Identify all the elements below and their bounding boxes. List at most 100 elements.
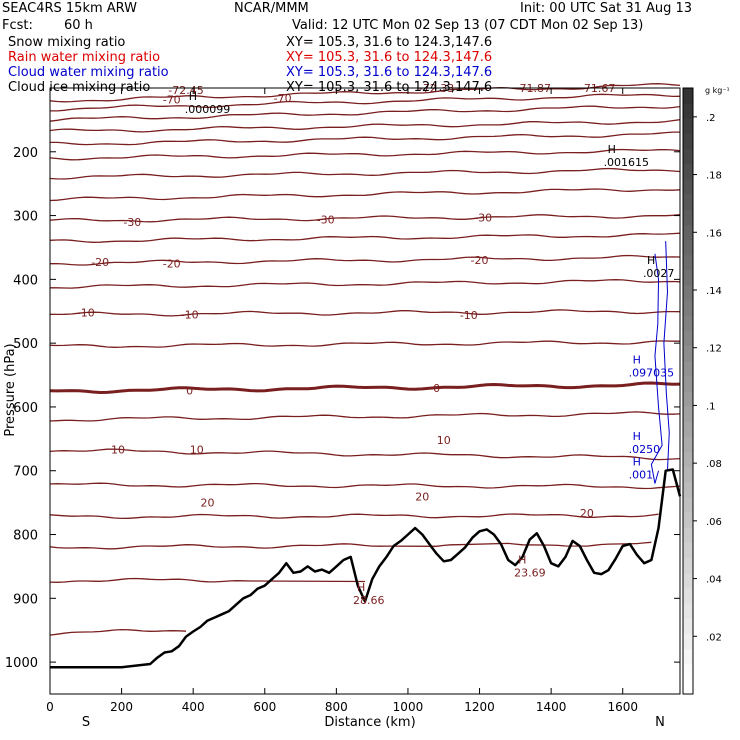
colorbar-cell — [683, 133, 693, 150]
colorbar-cell — [683, 315, 693, 331]
colorbar-cell — [683, 633, 693, 650]
contour-label: -30 — [123, 216, 141, 229]
field-xy-snow: XY= 105.3, 31.6 to 124.3,147.6 — [286, 35, 493, 50]
organization: NCAR/MMM — [234, 1, 309, 16]
x-axis-label: Distance (km) — [324, 715, 415, 730]
isotherm-line — [50, 93, 681, 112]
colorbar-tick-label: .1 — [706, 401, 716, 412]
model-name: SEAC4RS 15km ARW — [2, 1, 138, 16]
high-marker-value: .001615 — [604, 156, 650, 169]
colorbar-cell — [683, 360, 693, 377]
high-marker-value: .001 — [629, 468, 654, 481]
contour-label: -10 — [181, 308, 199, 321]
high-marker-h: H — [357, 581, 365, 594]
x-tick-label: 1400 — [536, 700, 567, 714]
colorbar-cell — [683, 587, 693, 604]
isotherm-contours — [49, 83, 681, 636]
y-tick-label: 300 — [13, 210, 38, 225]
colorbar-cell — [683, 330, 693, 347]
cloud-water-line — [650, 253, 663, 484]
colorbar-cell — [683, 194, 693, 210]
contour-label: 0 — [433, 382, 440, 395]
colorbar-cell — [683, 254, 693, 271]
contour-label: 0 — [186, 384, 193, 397]
high-marker-value: 23.69 — [514, 567, 546, 580]
colorbar-cell — [683, 572, 693, 589]
forecast-label: Fcst: — [2, 18, 33, 33]
colorbar-cell — [683, 118, 693, 134]
colorbar-cell — [683, 406, 693, 422]
contour-label: -72.45 — [168, 84, 203, 97]
colorbar-cell — [683, 663, 693, 680]
x-tick-label: 0 — [46, 700, 54, 714]
high-marker-h: H — [647, 254, 655, 267]
contour-label: -20 — [163, 257, 181, 270]
isotherm-line — [49, 254, 681, 266]
field-name-snow: Snow mixing ratio — [8, 35, 126, 50]
direction-south: S — [82, 715, 90, 730]
contour-label: -10 — [460, 309, 478, 322]
colorbar-cell — [683, 512, 693, 528]
colorbar-cell — [683, 481, 693, 498]
colorbar-cell — [683, 618, 693, 634]
colorbar-cell — [683, 178, 693, 195]
high-marker-h: H — [518, 554, 526, 567]
colorbar-cell — [683, 103, 693, 119]
colorbar-cell — [683, 209, 693, 225]
isotherm-line — [49, 381, 681, 395]
colorbar-cell — [683, 163, 693, 180]
colorbar-tick-label: .12 — [706, 344, 722, 355]
forecast-hour: 60 h — [64, 18, 93, 33]
y-tick-label: 800 — [13, 529, 38, 544]
x-tick-label: 1000 — [393, 700, 424, 714]
contour-labels: -72.45 -72.33 -71.87 -71.67-70 -70-30 -30 -30-… — [77, 82, 616, 520]
cloud-water-contours — [650, 241, 670, 484]
contour-label: 10 — [190, 444, 204, 457]
colorbar-cell — [683, 284, 693, 301]
colorbar-cell — [683, 148, 693, 165]
isotherm-line — [49, 167, 681, 180]
colorbar-tick-label: .08 — [706, 459, 722, 470]
x-tick-label: 400 — [182, 700, 205, 714]
contour-label: -20 — [91, 256, 109, 269]
colorbar-cell — [683, 678, 693, 695]
isotherm-line — [49, 148, 681, 161]
isotherm-line — [49, 513, 659, 520]
contour-label: 10 — [111, 444, 125, 457]
colorbar-cell — [683, 345, 693, 362]
contour-label: -70 — [163, 93, 181, 106]
colorbar-cell — [683, 466, 693, 483]
high-marker-value: .0250 — [629, 443, 661, 456]
colorbar-cell — [683, 436, 693, 453]
valid-time: Valid: 12 UTC Mon 02 Sep 13 (07 CDT Mon … — [292, 18, 644, 33]
field-xy-rain: XY= 105.3, 31.6 to 124.3,147.6 — [286, 50, 493, 65]
init-time: Init: 00 UTC Sat 31 Aug 13 — [520, 1, 693, 16]
high-marker-value: .000099 — [185, 103, 231, 116]
colorbar-unit: g kg⁻¹ — [705, 86, 730, 95]
contour-label: -30 — [474, 211, 492, 224]
field-xy-ice: XY= 105.3, 31.6 to 124.3,147.6 — [286, 80, 493, 95]
colorbar-tick-label: .2 — [706, 113, 716, 124]
high-marker-value: 28.66 — [353, 594, 385, 607]
terrain-line — [50, 468, 682, 669]
colorbar-cell — [683, 451, 693, 468]
y-tick-label: 200 — [13, 146, 38, 161]
isotherm-line — [49, 188, 681, 202]
field-name-cloud-water: Cloud water mixing ratio — [8, 65, 169, 80]
colorbar-cell — [683, 391, 693, 407]
high-marker-value: .097035 — [629, 366, 675, 379]
isotherm-line — [49, 232, 681, 243]
colorbar-cell — [683, 88, 693, 104]
colorbar-cell — [683, 603, 693, 619]
isotherm-line — [49, 213, 681, 223]
high-marker-h: H — [189, 90, 197, 103]
contour-label: 20 — [201, 497, 215, 510]
field-name-rain: Rain water mixing ratio — [8, 50, 161, 65]
colorbar-cell — [683, 421, 693, 437]
y-tick-label: 600 — [13, 401, 38, 416]
colorbar-tick-label: .16 — [706, 228, 722, 239]
colorbar-cell — [683, 648, 693, 665]
colorbar-cell — [683, 300, 693, 316]
isotherm-line — [49, 448, 681, 461]
